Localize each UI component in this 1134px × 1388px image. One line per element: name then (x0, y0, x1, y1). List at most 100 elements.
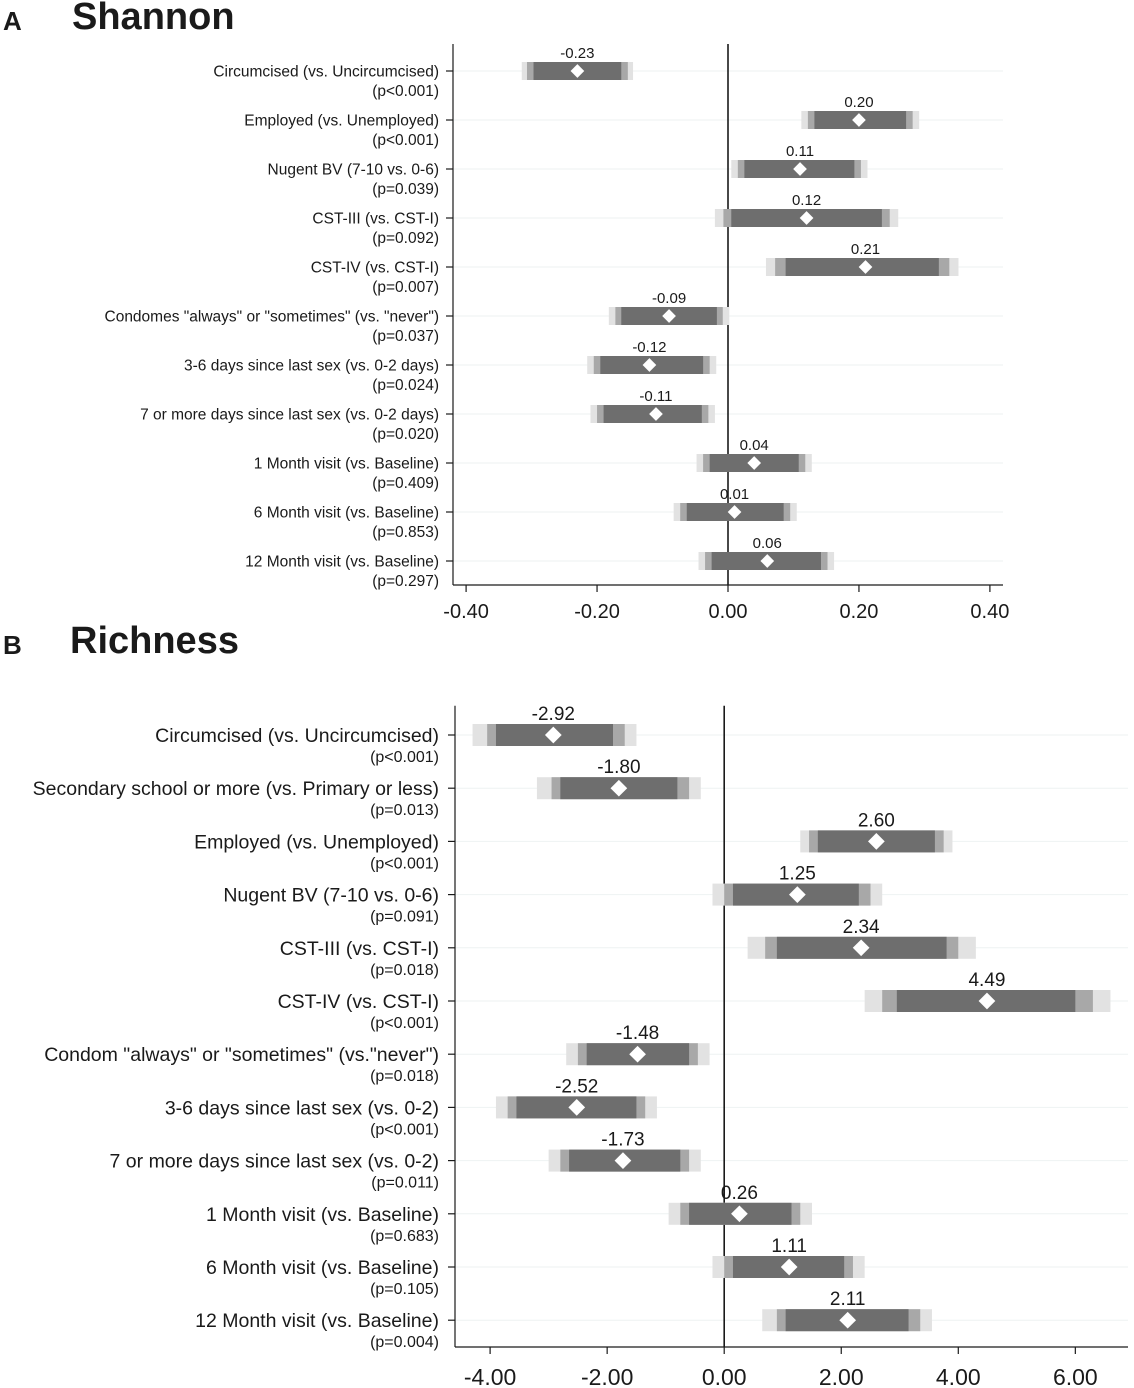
row-p-value: (p=0.853) (372, 524, 439, 541)
estimate-value-label: -1.48 (616, 1023, 659, 1044)
row-label: Circumcised (vs. Uncircumcised) (155, 725, 439, 747)
row-p-value: (p=0.409) (372, 475, 439, 492)
x-tick-label: -0.20 (574, 601, 620, 623)
row-label: 1 Month visit (vs. Baseline) (254, 456, 439, 473)
row-p-value: (p=0.091) (370, 909, 439, 926)
estimate-value-label: 0.04 (740, 437, 769, 454)
estimate-marker (731, 1205, 748, 1223)
panel-b-letter: B (3, 630, 22, 660)
x-tick-label: 0.40 (970, 601, 1009, 623)
estimate-marker (747, 456, 762, 470)
row-p-value: (p<0.001) (370, 1121, 439, 1138)
estimate-marker (788, 886, 806, 903)
estimate-value-label: 2.34 (843, 917, 880, 938)
estimate-marker (614, 1152, 632, 1169)
estimate-value-label: 0.12 (792, 192, 821, 209)
row-label: 6 Month visit (vs. Baseline) (254, 505, 439, 522)
estimate-marker (867, 833, 885, 850)
row-p-value: (p=0.004) (370, 1334, 439, 1351)
x-tick-label: 4.00 (936, 1364, 981, 1388)
estimate-marker (642, 358, 657, 372)
row-p-value: (p<0.001) (372, 83, 439, 100)
estimate-value-label: -2.92 (532, 704, 575, 725)
estimate-marker (793, 162, 807, 176)
row-p-value: (p=0.037) (372, 328, 439, 345)
row-label: CST-III (vs. CST-I) (280, 938, 439, 960)
row-p-value: (p=0.297) (372, 573, 439, 590)
estimate-marker (570, 64, 585, 78)
row-p-value: (p=0.007) (372, 279, 439, 296)
row-p-value: (p=0.683) (370, 1228, 439, 1245)
row-label: 3-6 days since last sex (vs. 0-2 days) (184, 358, 439, 375)
estimate-marker (780, 1258, 798, 1276)
estimate-marker (978, 992, 996, 1010)
row-p-value: (p<0.001) (370, 749, 439, 766)
estimate-value-label: 0.11 (786, 143, 814, 160)
row-p-value: (p=0.092) (372, 230, 439, 247)
row-label: Nugent BV (7-10 vs. 0-6) (223, 885, 439, 907)
estimate-value-label: 0.26 (721, 1183, 758, 1204)
row-label: Circumcised (vs. Uncircumcised) (213, 64, 439, 81)
estimate-value-label: -0.23 (560, 45, 594, 62)
estimate-value-label: 0.01 (720, 486, 749, 503)
estimate-value-label: 0.20 (844, 94, 873, 111)
row-p-value: (p=0.013) (370, 802, 439, 819)
row-p-value: (p=0.020) (372, 426, 439, 443)
estimate-marker (727, 505, 742, 519)
x-tick-label: 6.00 (1053, 1364, 1098, 1388)
estimate-marker (852, 113, 866, 127)
estimate-marker (629, 1045, 646, 1063)
estimate-marker (649, 407, 663, 421)
row-label: CST-IV (vs. CST-I) (311, 260, 439, 277)
row-label: 7 or more days since last sex (vs. 0-2 d… (140, 407, 439, 424)
estimate-marker (544, 726, 562, 744)
row-label: Condomes "always" or "sometimes" (vs. "n… (105, 309, 440, 326)
estimate-value-label: 2.60 (858, 810, 895, 831)
panel-b-title: Richness (70, 620, 239, 662)
estimate-marker (858, 260, 873, 274)
estimate-marker (568, 1099, 586, 1116)
row-p-value: (p=0.011) (371, 1175, 439, 1192)
estimate-value-label: 2.11 (830, 1289, 866, 1310)
estimate-value-label: 0.21 (851, 241, 880, 258)
estimate-value-label: 0.06 (753, 535, 782, 552)
row-p-value: (p<0.001) (370, 855, 439, 872)
panel-a-letter: A (3, 6, 22, 36)
estimate-marker (839, 1311, 857, 1329)
x-tick-label: -2.00 (581, 1364, 633, 1388)
estimate-marker (760, 554, 775, 568)
row-p-value: (p=0.018) (370, 1068, 439, 1085)
estimate-value-label: -0.11 (639, 388, 672, 405)
row-p-value: (p=0.018) (370, 962, 439, 979)
estimate-value-label: -1.73 (601, 1130, 644, 1151)
row-label: Secondary school or more (vs. Primary or… (33, 778, 439, 800)
estimate-value-label: 4.49 (968, 970, 1005, 991)
row-p-value: (p<0.001) (370, 1015, 439, 1032)
row-label: 3-6 days since last sex (vs. 0-2) (165, 1097, 439, 1119)
x-tick-label: 0.20 (839, 601, 878, 623)
estimate-marker (852, 939, 870, 957)
row-label: CST-IV (vs. CST-I) (278, 991, 439, 1013)
row-label: Employed (vs. Unemployed) (194, 831, 439, 853)
row-p-value: (p<0.001) (372, 132, 439, 149)
row-p-value: (p=0.105) (370, 1281, 439, 1298)
estimate-value-label: -0.12 (632, 339, 666, 356)
row-label: 12 Month visit (vs. Baseline) (195, 1310, 439, 1332)
row-label: Condom "always" or "sometimes" (vs."neve… (44, 1044, 439, 1066)
x-tick-label: 0.00 (709, 601, 748, 623)
row-label: CST-III (vs. CST-I) (312, 211, 439, 228)
estimate-marker (610, 779, 628, 797)
estimate-marker (799, 211, 814, 225)
row-label: Employed (vs. Unemployed) (244, 113, 439, 130)
x-tick-label: 2.00 (819, 1364, 864, 1388)
estimate-value-label: -0.09 (652, 290, 686, 307)
row-label: 7 or more days since last sex (vs. 0-2) (110, 1151, 439, 1173)
row-label: Nugent BV (7-10 vs. 0-6) (268, 162, 439, 179)
x-tick-label: -0.40 (443, 601, 489, 623)
row-label: 12 Month visit (vs. Baseline) (245, 554, 439, 571)
panel-a-title: Shannon (72, 0, 235, 38)
x-tick-label: 0.00 (702, 1364, 747, 1388)
row-label: 1 Month visit (vs. Baseline) (206, 1204, 439, 1226)
estimate-marker (662, 309, 676, 323)
